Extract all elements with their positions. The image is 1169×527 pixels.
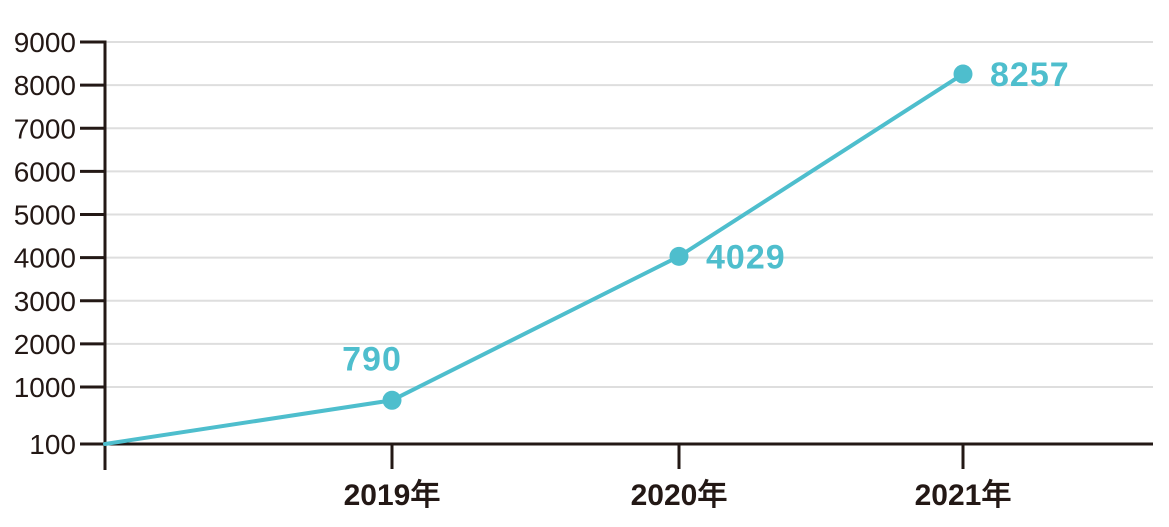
data-point-marker [382, 390, 402, 410]
y-tick-label: 5000 [14, 200, 76, 231]
y-tick-label: 1000 [14, 372, 76, 403]
data-point-marker [953, 64, 973, 84]
y-tick-label: 7000 [14, 113, 76, 144]
y-tick-label: 2000 [14, 329, 76, 360]
x-tick-label: 2021年 [915, 479, 1012, 512]
data-point-label: 8257 [990, 56, 1070, 94]
data-point-marker [669, 246, 689, 266]
data-point-label: 4029 [706, 238, 786, 276]
y-tick-label: 100 [29, 429, 76, 460]
y-tick-label: 9000 [14, 27, 76, 58]
x-tick-label: 2020年 [631, 479, 728, 512]
y-tick-label: 4000 [14, 243, 76, 274]
y-tick-label: 3000 [14, 286, 76, 317]
x-tick-label: 2019年 [344, 479, 441, 512]
y-tick-label: 6000 [14, 156, 76, 187]
data-line [103, 72, 965, 446]
data-point-label: 790 [342, 340, 402, 378]
y-tick-label: 8000 [14, 70, 76, 101]
